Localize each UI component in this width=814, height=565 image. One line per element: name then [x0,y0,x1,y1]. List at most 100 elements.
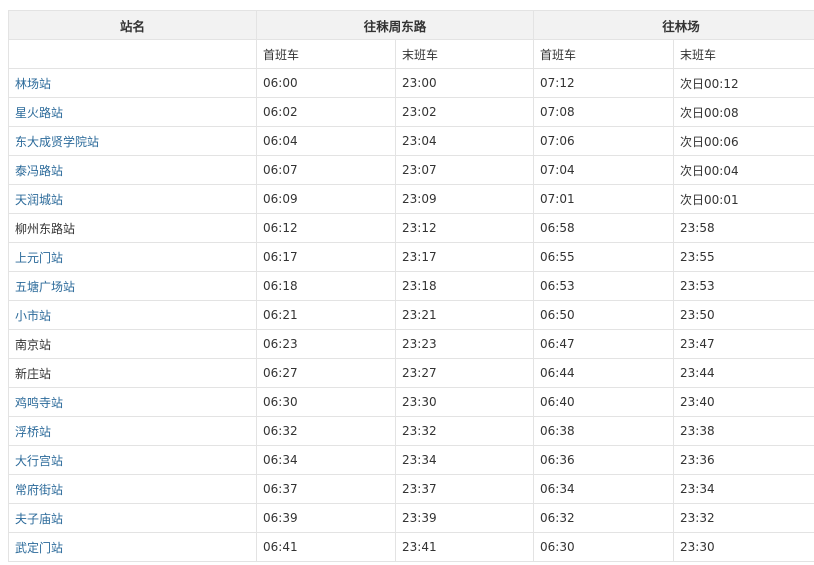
subheader-last-1: 末班车 [394,39,535,69]
station-cell: 东大成贤学院站 [8,126,257,156]
table-row: 新庄站 06:27 23:27 06:44 23:44 [8,358,814,388]
station-cell: 夫子庙站 [8,503,257,533]
time-d2-last: 次日00:08 [673,97,814,127]
table-row: 武定门站 06:41 23:41 06:30 23:30 [8,532,814,562]
header-row: 站名 往秣周东路 往林场 [8,10,814,40]
time-d1-last: 23:12 [394,213,535,243]
time-d1-last: 23:27 [394,358,535,388]
table-row: 林场站 06:00 23:00 07:12 次日00:12 [8,68,814,98]
table-row: 柳州东路站 06:12 23:12 06:58 23:58 [8,213,814,243]
time-d1-first: 06:12 [256,213,396,243]
time-d1-last: 23:37 [394,474,535,504]
time-d1-last: 23:09 [394,184,535,214]
time-d1-first: 06:27 [256,358,396,388]
station-link[interactable]: 夫子庙站 [15,511,64,526]
station-link[interactable]: 大行宫站 [15,453,64,468]
time-d1-first: 06:39 [256,503,396,533]
station-link[interactable]: 鸡鸣寺站 [15,395,64,410]
time-d2-first: 06:47 [533,329,675,359]
table-row: 天润城站 06:09 23:09 07:01 次日00:01 [8,184,814,214]
time-d2-first: 06:55 [533,242,675,272]
station-link[interactable]: 常府街站 [15,482,64,497]
station-cell: 星火路站 [8,97,257,127]
station-cell: 泰冯路站 [8,155,257,185]
time-d2-last: 23:38 [673,416,814,446]
time-d1-last: 23:02 [394,97,535,127]
station-cell: 上元门站 [8,242,257,272]
time-d1-first: 06:30 [256,387,396,417]
time-d2-last: 次日00:04 [673,155,814,185]
time-d2-first: 07:12 [533,68,675,98]
time-d2-last: 次日00:06 [673,126,814,156]
time-d2-first: 06:38 [533,416,675,446]
station-link[interactable]: 星火路站 [15,105,64,120]
station-name: 新庄站 [15,366,52,381]
time-d2-last: 23:30 [673,532,814,562]
time-d2-last: 23:36 [673,445,814,475]
station-link[interactable]: 武定门站 [15,540,64,555]
time-d1-last: 23:34 [394,445,535,475]
station-link[interactable]: 天润城站 [15,192,64,207]
time-d1-first: 06:09 [256,184,396,214]
time-d1-last: 23:32 [394,416,535,446]
timetable: 站名 往秣周东路 往林场 首班车 末班车 首班车 末班车 林场站 06:00 23:… [8,10,814,562]
table-row: 鸡鸣寺站 06:30 23:30 06:40 23:40 [8,387,814,417]
time-d1-last: 23:18 [394,271,535,301]
time-d2-first: 06:58 [533,213,675,243]
table-row: 小市站 06:21 23:21 06:50 23:50 [8,300,814,330]
time-d1-first: 06:18 [256,271,396,301]
station-cell: 大行宫站 [8,445,257,475]
table-row: 上元门站 06:17 23:17 06:55 23:55 [8,242,814,272]
time-d2-first: 06:34 [533,474,675,504]
time-d2-last: 23:55 [673,242,814,272]
time-d1-first: 06:23 [256,329,396,359]
header-direction-2: 往林场 [533,10,814,40]
table-row: 常府街站 06:37 23:37 06:34 23:34 [8,474,814,504]
time-d2-last: 23:47 [673,329,814,359]
table-row: 东大成贤学院站 06:04 23:04 07:06 次日00:06 [8,126,814,156]
time-d2-last: 23:32 [673,503,814,533]
time-d2-first: 06:53 [533,271,675,301]
time-d2-last: 23:53 [673,271,814,301]
time-d2-first: 06:32 [533,503,675,533]
time-d2-first: 07:01 [533,184,675,214]
subheader-empty [8,39,257,69]
station-name: 南京站 [15,337,52,352]
time-d2-last: 23:44 [673,358,814,388]
time-d2-first: 07:04 [533,155,675,185]
station-cell: 武定门站 [8,532,257,562]
time-d1-first: 06:32 [256,416,396,446]
time-d1-first: 06:21 [256,300,396,330]
station-link[interactable]: 小市站 [15,308,52,323]
subheader-last-2: 末班车 [673,39,814,69]
time-d2-first: 06:44 [533,358,675,388]
station-cell: 小市站 [8,300,257,330]
time-d2-first: 06:36 [533,445,675,475]
table-row: 星火路站 06:02 23:02 07:08 次日00:08 [8,97,814,127]
time-d2-first: 07:08 [533,97,675,127]
station-cell: 浮桥站 [8,416,257,446]
station-link[interactable]: 东大成贤学院站 [15,134,100,149]
time-d1-last: 23:41 [394,532,535,562]
station-link[interactable]: 五塘广场站 [15,279,76,294]
time-d2-first: 06:30 [533,532,675,562]
time-d1-last: 23:39 [394,503,535,533]
time-d1-last: 23:00 [394,68,535,98]
time-d1-first: 06:04 [256,126,396,156]
table-row: 浮桥站 06:32 23:32 06:38 23:38 [8,416,814,446]
station-link[interactable]: 上元门站 [15,250,64,265]
table-row: 南京站 06:23 23:23 06:47 23:47 [8,329,814,359]
time-d1-first: 06:17 [256,242,396,272]
station-cell: 柳州东路站 [8,213,257,243]
time-d1-last: 23:07 [394,155,535,185]
station-link[interactable]: 浮桥站 [15,424,52,439]
time-d1-first: 06:34 [256,445,396,475]
header-direction-1: 往秣周东路 [255,10,535,40]
time-d1-last: 23:04 [394,126,535,156]
header-station: 站名 [8,10,257,40]
station-link[interactable]: 泰冯路站 [15,163,64,178]
time-d2-last: 23:34 [673,474,814,504]
time-d1-last: 23:17 [394,242,535,272]
time-d1-first: 06:07 [256,155,396,185]
station-link[interactable]: 林场站 [15,76,52,91]
